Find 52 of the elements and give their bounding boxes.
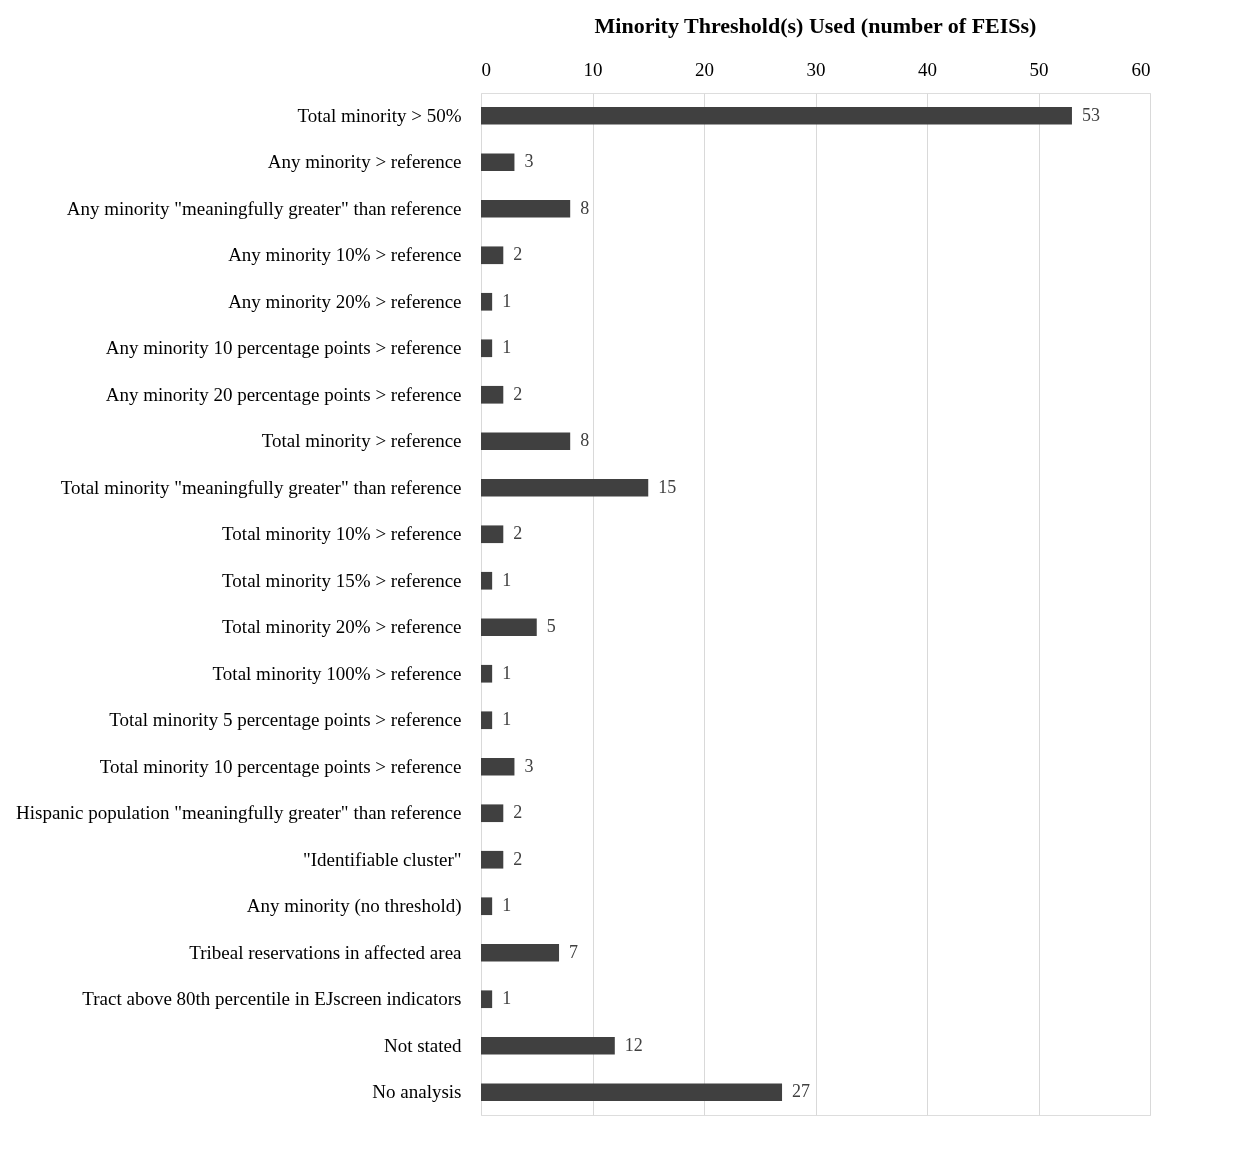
y-tick-label: Any minority 10% > reference xyxy=(228,244,462,266)
x-tick-label: 40 xyxy=(918,58,937,80)
data-label: 2 xyxy=(513,523,523,544)
x-tick-label: 60 xyxy=(1131,58,1151,80)
y-tick-label: Total minority 100% > reference xyxy=(212,662,462,684)
y-tick-label: Any minority "meaningfully greater" than reference xyxy=(66,197,462,219)
data-label: 2 xyxy=(513,848,523,869)
y-tick-label: Total minority "meaningfully greater" than reference xyxy=(60,476,462,498)
data-label: 3 xyxy=(524,151,534,172)
data-label: 7 xyxy=(569,941,579,962)
data-label: 3 xyxy=(524,755,534,776)
y-tick-label: Total minority > reference xyxy=(261,430,462,452)
y-tick-label: Hispanic population "meaningfully greater" than reference xyxy=(16,802,462,824)
y-tick-label: Not stated xyxy=(383,1034,462,1056)
chart-title: Minority Threshold(s) Used (number of FEISs) xyxy=(594,13,1037,38)
x-tick-label: 0 xyxy=(481,58,491,80)
data-label: 1 xyxy=(502,337,512,358)
data-label: 1 xyxy=(502,709,512,730)
data-label: 5 xyxy=(546,616,556,637)
data-label: 27 xyxy=(792,1081,811,1102)
data-label: 2 xyxy=(513,383,523,404)
data-label: 2 xyxy=(513,244,523,265)
data-label: 2 xyxy=(513,802,523,823)
data-label: 15 xyxy=(658,476,677,497)
y-tick-label: Total minority 10 percentage points > reference xyxy=(99,755,462,777)
y-tick-label: Total minority 10% > reference xyxy=(222,523,462,545)
x-tick-label: 50 xyxy=(1029,58,1049,80)
y-tick-label: "Identifiable cluster" xyxy=(303,848,462,870)
y-tick-label: Any minority 10 percentage points > reference xyxy=(105,337,462,359)
data-label: 1 xyxy=(502,895,512,916)
y-tick-label: No analysis xyxy=(372,1081,462,1103)
data-label: 1 xyxy=(502,290,512,311)
y-tick-label: Total minority 20% > reference xyxy=(222,616,462,638)
y-tick-label: Any minority > reference xyxy=(267,151,462,173)
x-tick-label: 30 xyxy=(806,58,826,80)
y-tick-label: Any minority 20 percentage points > reference xyxy=(105,383,462,405)
data-label: 8 xyxy=(580,430,590,451)
data-label: 1 xyxy=(502,662,512,683)
y-tick-label: Total minority > 50% xyxy=(297,104,462,126)
x-tick-label: 20 xyxy=(695,58,714,80)
y-tick-label: Total minority 15% > reference xyxy=(222,569,462,591)
y-tick-label: Tract above 80th percentile in EJscreen indicators xyxy=(82,988,462,1010)
y-tick-label: Any minority (no threshold) xyxy=(246,895,462,918)
data-label: 8 xyxy=(580,197,590,218)
data-label: 1 xyxy=(502,988,512,1009)
data-label: 53 xyxy=(1081,104,1100,125)
y-tick-label: Tribeal reservations in affected area xyxy=(189,941,463,963)
y-tick-label: Any minority 20% > reference xyxy=(228,290,462,312)
data-label: 1 xyxy=(502,569,512,590)
x-tick-label: 10 xyxy=(583,58,603,80)
y-tick-label: Total minority 5 percentage points > reference xyxy=(109,709,462,731)
data-label: 12 xyxy=(624,1034,643,1055)
